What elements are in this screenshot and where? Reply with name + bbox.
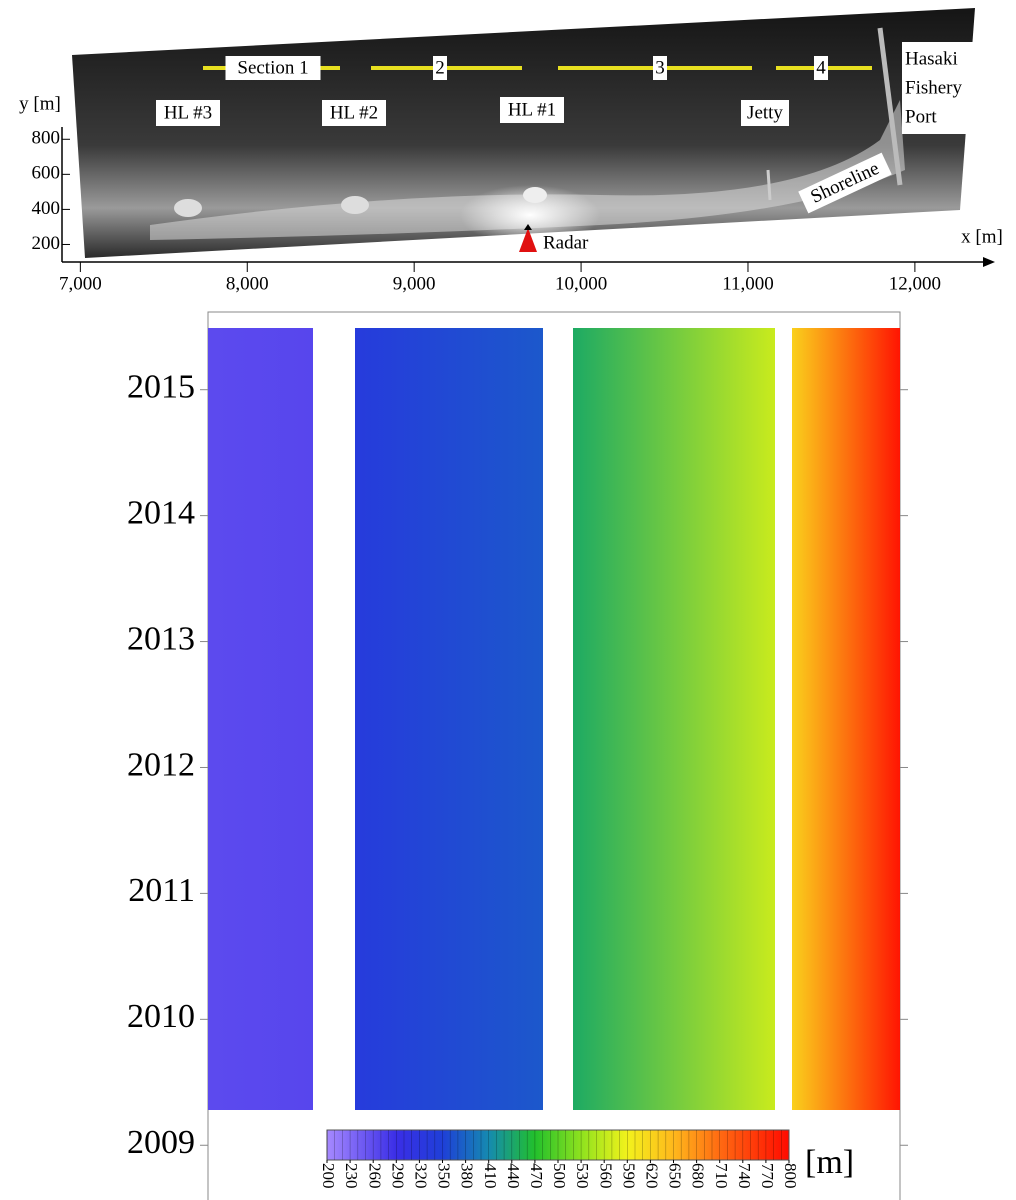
colorbar-tick-label: 350 — [435, 1163, 454, 1189]
section-label: 4 — [816, 57, 826, 78]
colorbar-tick-label: 770 — [758, 1163, 777, 1189]
label-box — [322, 100, 386, 126]
label-box — [798, 152, 892, 214]
label-box — [814, 56, 828, 80]
port-label: Port — [905, 106, 937, 127]
section-band — [208, 328, 313, 1110]
colorbar-tick-label: 650 — [666, 1163, 685, 1189]
section-band — [792, 328, 900, 1110]
y-tick-label: 200 — [32, 233, 61, 254]
colorbar-tick-label: 440 — [504, 1163, 523, 1189]
annotation: HL #3 — [164, 102, 212, 123]
annotation: Radar — [543, 232, 589, 253]
x-tick-label: 12,000 — [889, 273, 941, 294]
section-band — [355, 328, 543, 1110]
colorbar-tick-label: 230 — [342, 1163, 361, 1189]
colorbar-tick-label: 380 — [458, 1163, 477, 1189]
colorbar-tick-label: 260 — [365, 1163, 384, 1189]
y-tick-label: 800 — [32, 128, 61, 149]
y-tick-label: 2011 — [128, 872, 195, 909]
colorbar-tick-label: 320 — [411, 1163, 430, 1189]
y-tick-label: 2013 — [127, 620, 195, 657]
colorbar-tick-label: 590 — [619, 1163, 638, 1189]
label-box — [741, 100, 789, 126]
y-axis-label: y [m] — [19, 93, 61, 114]
radar-image — [72, 8, 975, 258]
colorbar-tick-label: 560 — [596, 1163, 615, 1189]
x-tick-label: 8,000 — [226, 273, 269, 294]
x-tick-label: 11,000 — [722, 273, 774, 294]
bottom-panel: 2009 2010 2011 2012 2013 2014 2015 200 230 260 290… — [127, 328, 908, 1189]
section-label: Section 1 — [237, 57, 308, 78]
top-panel: 7,000 8,000 9,000 10,000 11,000 12,000 200 400 6… — [19, 48, 1003, 294]
colorbar-tick-label: 740 — [735, 1163, 754, 1189]
colorbar-tick-label: 800 — [781, 1163, 800, 1189]
label-box — [653, 56, 667, 80]
port-label: Fishery — [905, 77, 963, 98]
y-tick-label: 2012 — [127, 746, 195, 783]
colorbar-tick-label: 200 — [319, 1163, 338, 1189]
y-tick-label: 2015 — [127, 369, 195, 406]
colorbar-tick-label: 680 — [689, 1163, 708, 1189]
section-label: 3 — [655, 57, 665, 78]
colorbar-tick-label: 470 — [527, 1163, 546, 1189]
y-tick-label: 600 — [32, 163, 61, 184]
colorbar-tick-label: 710 — [712, 1163, 731, 1189]
colorbar-tick-label: 500 — [550, 1163, 569, 1189]
colorbar — [326, 1129, 790, 1161]
label-box — [225, 56, 321, 80]
section-band — [573, 328, 775, 1110]
y-tick-label: 2010 — [127, 998, 195, 1035]
x-axis-label: x [m] — [961, 226, 1003, 247]
x-tick-label: 9,000 — [393, 273, 436, 294]
y-tick-label: 2014 — [127, 494, 195, 531]
label-box — [156, 100, 220, 126]
annotation: Jetty — [747, 102, 783, 123]
label-box — [500, 97, 564, 123]
annotation: HL #2 — [330, 102, 378, 123]
y-tick-label: 2009 — [127, 1124, 195, 1161]
x-tick-label: 10,000 — [555, 273, 607, 294]
axis-arrow — [983, 257, 995, 267]
colorbar-label: [m] — [805, 1144, 854, 1181]
label-box — [433, 56, 447, 80]
y-tick-label: 400 — [32, 198, 61, 219]
colorbar-tick-label: 530 — [573, 1163, 592, 1189]
annotation: HL #1 — [508, 99, 556, 120]
colorbar-tick-label: 410 — [481, 1163, 500, 1189]
port-label: Hasaki — [905, 48, 958, 69]
section-label: 2 — [435, 57, 445, 78]
colorbar-tick-label: 290 — [388, 1163, 407, 1189]
x-tick-label: 7,000 — [59, 273, 102, 294]
colorbar-tick-label: 620 — [642, 1163, 661, 1189]
